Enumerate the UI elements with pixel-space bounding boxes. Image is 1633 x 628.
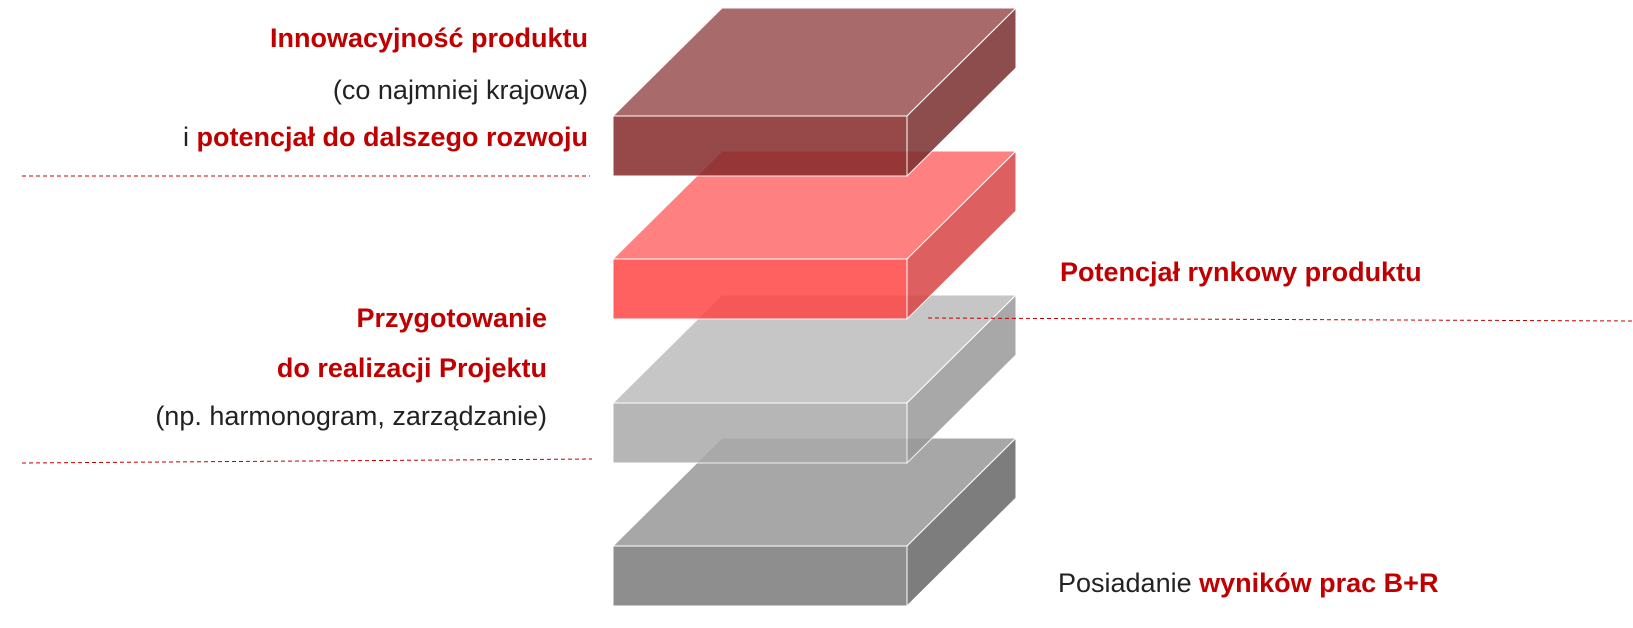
label-text: Posiadanie xyxy=(1058,568,1192,598)
label-line: Potencjał rynkowy produktu xyxy=(1060,257,1422,287)
label-text: wyników prac B+R xyxy=(1199,568,1438,598)
label-line: i potencjał do dalszego rozwoju xyxy=(183,122,588,152)
label-market: Potencjał rynkowy produktu xyxy=(1060,257,1422,287)
label-text: i xyxy=(183,122,189,152)
page: Innowacyjność produktu (co najmniej kraj… xyxy=(0,0,1633,628)
label-innovation: Innowacyjność produktu (co najmniej kraj… xyxy=(183,23,588,152)
slabs xyxy=(613,8,1016,606)
label-preparation: Przygotowanie do realizacji Projektu (np… xyxy=(155,303,547,431)
leader-line xyxy=(22,459,592,463)
label-line: do realizacji Projektu xyxy=(155,353,547,383)
label-text: potencjał do dalszego rozwoju xyxy=(196,122,588,152)
label-results: Posiadanie wyników prac B+R xyxy=(1058,568,1438,598)
label-line: Przygotowanie xyxy=(155,303,547,333)
label-line: Innowacyjność produktu xyxy=(183,23,588,53)
leader-line xyxy=(928,318,1633,321)
label-line: (np. harmonogram, zarządzanie) xyxy=(155,401,547,431)
label-line: (co najmniej krajowa) xyxy=(183,75,588,105)
